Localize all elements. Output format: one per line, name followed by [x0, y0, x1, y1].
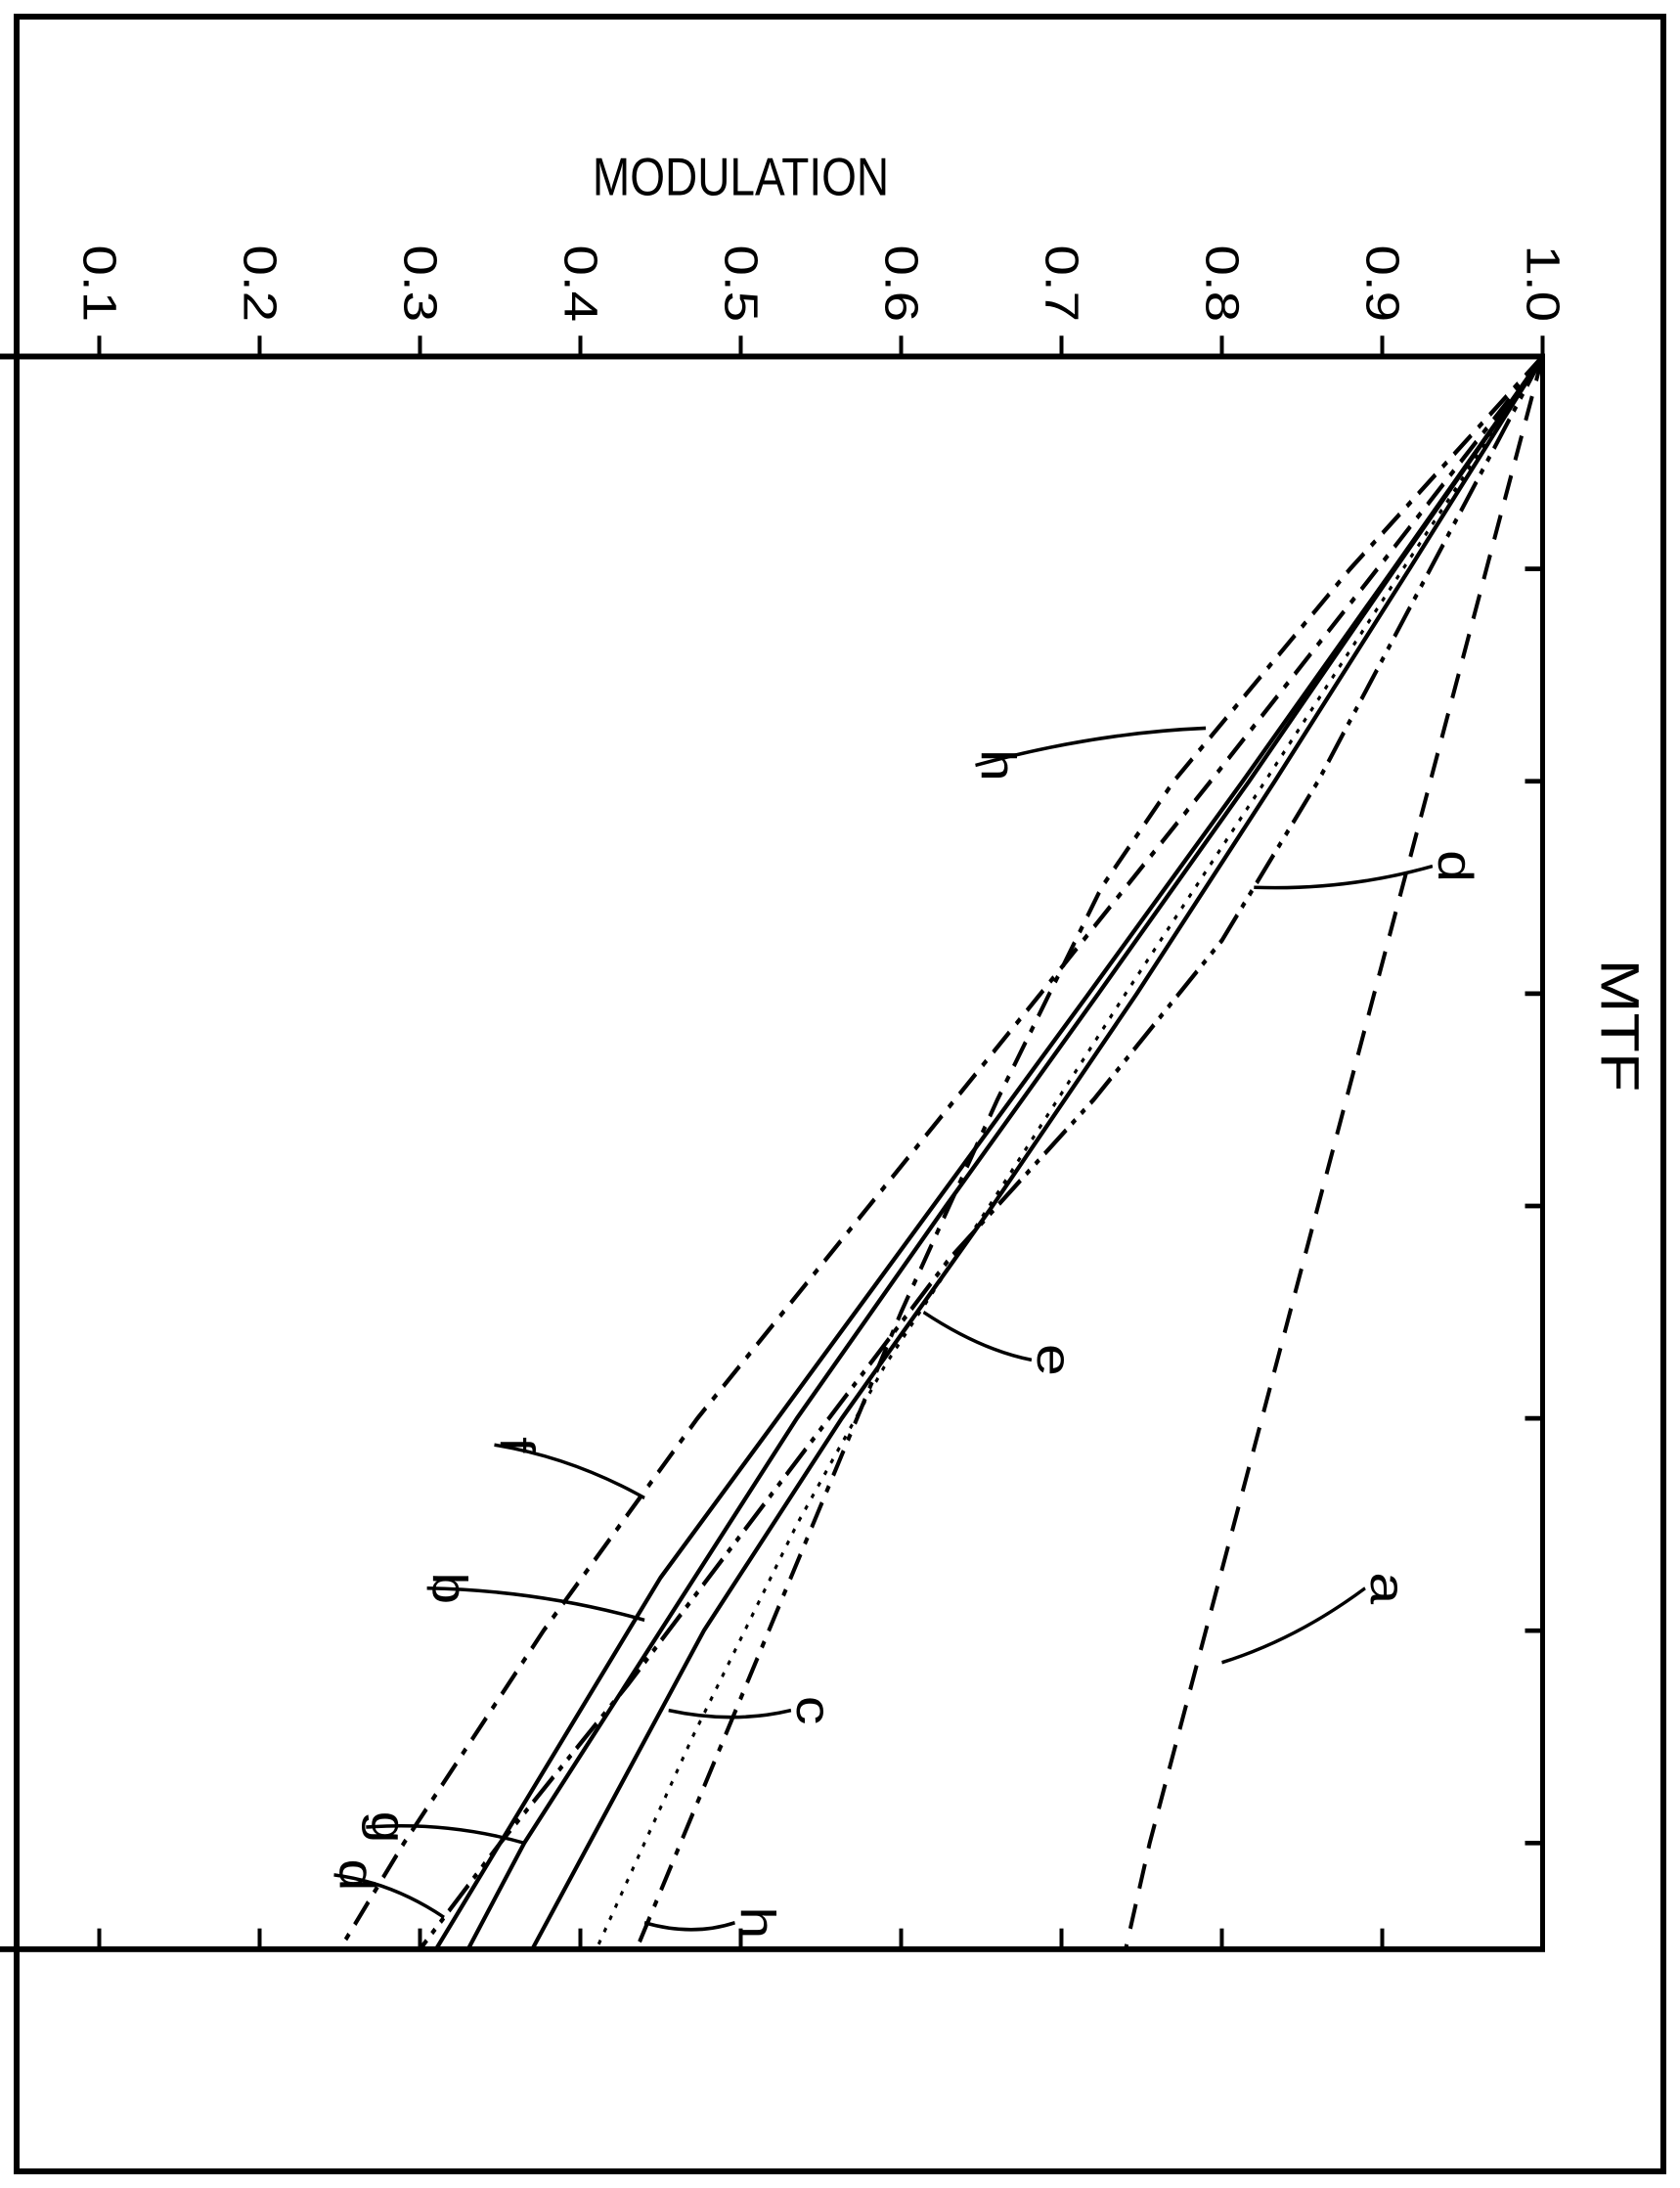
series-h: [637, 356, 1543, 1948]
y-tick-label: 0.1: [73, 245, 126, 322]
y-tick-label: 0.7: [1036, 245, 1088, 322]
callout-label-h: h: [971, 749, 1027, 781]
callout-line-e: [923, 1313, 1031, 1361]
chart-rotated-group: 04812162024280.10.20.30.40.50.60.70.80.9…: [0, 147, 1680, 1949]
callout-label-f: f: [490, 1437, 546, 1453]
mtf-chart: 04812162024280.10.20.30.40.50.60.70.80.9…: [0, 0, 1680, 2188]
callout-label-d: d: [1428, 850, 1483, 882]
figure-title: FIG. 2: [1670, 884, 1680, 1166]
y-tick-label: 0.2: [234, 245, 287, 322]
series-c: [532, 356, 1542, 1948]
y-tick-label: 0.6: [875, 245, 928, 322]
callout-line-h: [644, 1923, 734, 1930]
y-tick-label: 0.9: [1356, 245, 1409, 322]
series-f: [340, 356, 1543, 1948]
callout-label-g: g: [361, 1811, 417, 1844]
y-tick-label: 0.4: [554, 245, 607, 322]
series-e: [597, 356, 1543, 1948]
figure-stage: 04812162024280.10.20.30.40.50.60.70.80.9…: [0, 0, 1680, 2188]
plot-area: [0, 356, 1543, 1948]
y-tick-label: 0.3: [394, 245, 447, 322]
series-a: [1126, 356, 1542, 1948]
y-tick-label: 0.8: [1196, 245, 1249, 322]
callout-label-d: d: [330, 1858, 385, 1891]
callout-label-c: c: [786, 1696, 842, 1725]
callout-label-e: e: [1027, 1344, 1083, 1376]
series-g: [468, 356, 1543, 1948]
callout-line-c: [669, 1711, 791, 1718]
y-tick-label: 0.5: [715, 245, 768, 322]
callout-line-a: [1222, 1588, 1366, 1663]
callout-label-a: a: [1360, 1572, 1416, 1604]
y-tick-label: 1.0: [1517, 245, 1569, 322]
figure-subtitle: MTF: [1590, 960, 1651, 1093]
y-axis-label: MODULATION: [593, 147, 889, 206]
callout-label-h: h: [730, 1906, 786, 1939]
callout-label-b: b: [422, 1572, 478, 1604]
